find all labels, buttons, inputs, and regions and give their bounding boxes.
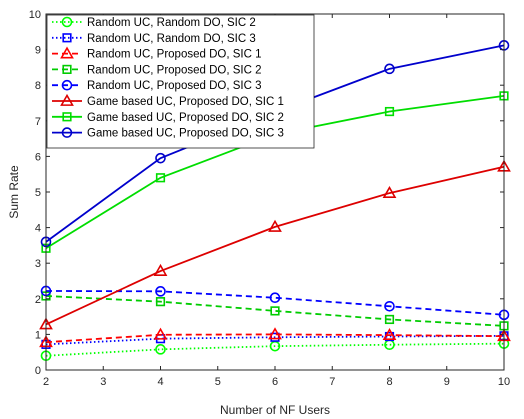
x-tick-label: 3 — [100, 376, 106, 388]
data-point — [153, 263, 168, 276]
legend-box — [46, 14, 315, 149]
x-tick-label: 10 — [498, 376, 510, 388]
legend-entry: Game based UC, Proposed DO, SIC 2 — [52, 112, 284, 124]
legend-marker — [62, 33, 72, 43]
data-point — [153, 327, 168, 340]
y-tick-label: 4 — [35, 223, 41, 235]
legend-marker — [60, 93, 74, 106]
data-point — [155, 344, 166, 355]
data-point — [155, 173, 166, 183]
tick-layer: 2 3 4 5 6 7 8 9 10 0 1 2 3 4 5 6 7 8 9 10 — [29, 9, 510, 388]
y-tick-label: 10 — [29, 9, 41, 21]
y-tick-label: 6 — [35, 151, 41, 163]
x-tick-label: 6 — [272, 376, 278, 388]
legend-label: Random UC, Random DO, SIC 3 — [87, 33, 256, 45]
x-tick-label: 9 — [444, 376, 450, 388]
data-point — [382, 327, 397, 341]
series-line — [45, 290, 505, 316]
series-line — [45, 334, 505, 346]
legend-entry: Random UC, Random DO, SIC 3 — [52, 33, 256, 45]
series-line — [45, 333, 505, 344]
legend-label: Game based UC, Proposed DO, SIC 3 — [87, 128, 284, 140]
data-point — [384, 63, 395, 75]
data-point — [155, 152, 166, 164]
legend-label: Random UC, Random DO, SIC 2 — [87, 17, 256, 29]
y-tick-label: 5 — [35, 187, 41, 199]
y-tick-label: 1 — [35, 329, 41, 341]
x-tick-label: 4 — [157, 376, 163, 388]
legend-label: Random UC, Proposed DO, SIC 1 — [87, 49, 262, 61]
data-point — [384, 314, 395, 325]
y-tick-label: 2 — [35, 294, 41, 306]
legend-marker — [61, 127, 73, 138]
x-tick-label: 5 — [215, 376, 221, 388]
legend-marker — [61, 79, 73, 91]
data-point — [382, 185, 397, 198]
legend-label: Game based UC, Proposed DO, SIC 1 — [87, 96, 284, 108]
legend-entry: Random UC, Proposed DO, SIC 2 — [52, 64, 262, 76]
series-line — [45, 295, 505, 327]
y-tick-label: 7 — [35, 116, 41, 128]
y-tick-label: 0 — [35, 365, 41, 377]
data-point — [384, 300, 395, 312]
x-axis-title: Number of NF Users — [220, 403, 330, 417]
series-line — [45, 342, 505, 357]
legend-marker — [61, 16, 73, 28]
y-tick-label: 9 — [35, 45, 41, 57]
y-axis-title: Sum Rate — [7, 165, 21, 219]
legend-label: Random UC, Proposed DO, SIC 2 — [87, 64, 262, 76]
legend-entry: Game based UC, Proposed DO, SIC 1 — [52, 93, 284, 108]
x-tick-label: 8 — [386, 376, 392, 388]
legend-entry: Random UC, Proposed DO, SIC 3 — [52, 79, 262, 92]
series-6 — [39, 159, 511, 330]
x-tick-label: 2 — [43, 376, 49, 388]
legend-marker — [62, 112, 72, 122]
series-line — [45, 165, 505, 326]
legend-marker — [60, 46, 74, 59]
legend-entry: Game based UC, Proposed DO, SIC 3 — [52, 127, 284, 140]
data-point — [268, 327, 282, 340]
legend-entry: Random UC, Proposed DO, SIC 1 — [52, 46, 262, 61]
data-point — [270, 332, 280, 342]
data-point — [155, 286, 166, 297]
data-point — [384, 106, 395, 117]
data-point — [270, 306, 280, 316]
legend-label: Random UC, Proposed DO, SIC 3 — [87, 80, 262, 92]
data-point — [269, 292, 281, 304]
series-layer — [39, 40, 511, 362]
legend: Random UC, Random DO, SIC 2 Random UC, Ra… — [46, 14, 315, 149]
series-3 — [39, 327, 511, 348]
x-tick-label: 7 — [329, 376, 335, 388]
y-tick-label: 8 — [35, 80, 41, 92]
data-point — [155, 297, 166, 307]
y-tick-label: 3 — [35, 258, 41, 270]
data-point — [268, 219, 282, 232]
legend-marker — [62, 64, 72, 74]
legend-entry: Random UC, Random DO, SIC 2 — [52, 16, 256, 29]
legend-label: Game based UC, Proposed DO, SIC 2 — [87, 112, 284, 124]
